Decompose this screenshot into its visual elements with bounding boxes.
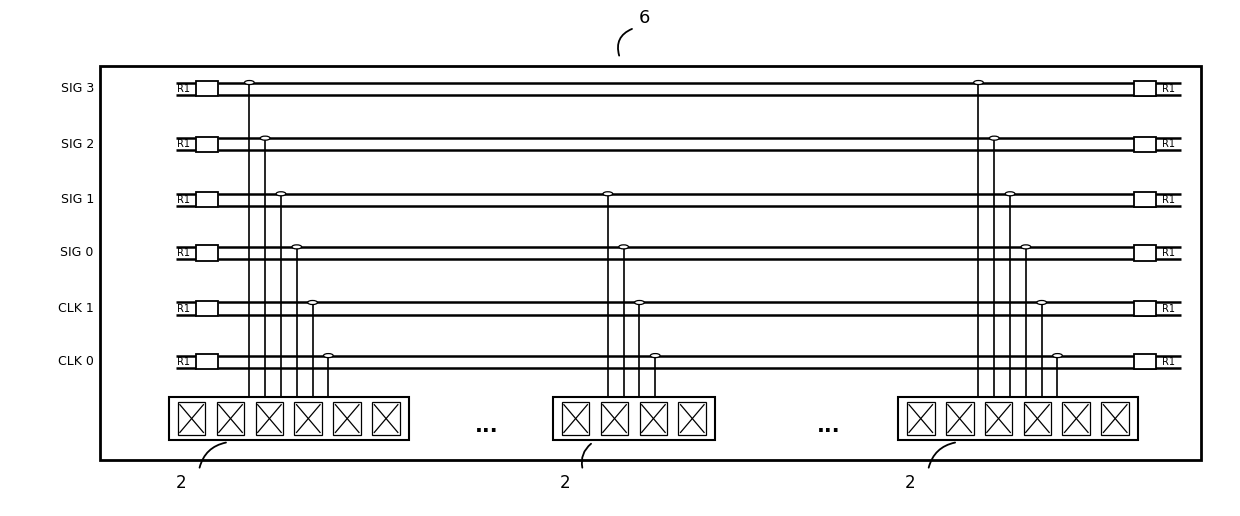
Text: R1: R1 [1162, 84, 1176, 93]
Bar [196, 246, 218, 261]
Circle shape [244, 80, 254, 85]
Bar [334, 402, 361, 435]
Text: R1: R1 [177, 357, 190, 367]
Text: R1: R1 [1162, 248, 1176, 258]
Text: R1: R1 [1162, 303, 1176, 314]
Bar [372, 402, 401, 435]
Bar [294, 402, 322, 435]
Text: 2: 2 [904, 474, 915, 492]
Bar [1135, 301, 1156, 316]
Circle shape [1037, 300, 1047, 304]
Text: SIG 0: SIG 0 [61, 247, 94, 260]
Bar [255, 402, 283, 435]
Bar [196, 354, 218, 369]
Circle shape [603, 192, 613, 196]
Bar [196, 81, 218, 96]
Text: R1: R1 [1162, 357, 1176, 367]
Bar [196, 192, 218, 207]
Circle shape [1021, 245, 1030, 249]
Text: ...: ... [475, 416, 498, 436]
Circle shape [619, 245, 629, 249]
Bar [1101, 402, 1130, 435]
Circle shape [990, 136, 999, 140]
Circle shape [973, 80, 983, 85]
Bar [100, 66, 1200, 460]
Bar [553, 397, 715, 440]
Bar [946, 402, 973, 435]
Text: 2: 2 [175, 474, 186, 492]
Bar [217, 402, 244, 435]
Bar [169, 397, 409, 440]
Circle shape [650, 353, 660, 358]
Text: SIG 3: SIG 3 [61, 82, 94, 95]
Circle shape [1006, 192, 1014, 196]
Bar [1135, 81, 1156, 96]
Text: CLK 1: CLK 1 [58, 302, 94, 315]
Bar [177, 402, 206, 435]
Text: R1: R1 [177, 248, 190, 258]
Text: 2: 2 [559, 474, 570, 492]
Bar [678, 402, 706, 435]
Text: R1: R1 [1162, 139, 1176, 149]
Text: SIG 1: SIG 1 [61, 194, 94, 206]
Circle shape [1053, 353, 1063, 358]
Text: 6: 6 [639, 9, 650, 27]
Text: SIG 2: SIG 2 [61, 138, 94, 151]
Text: R1: R1 [177, 139, 190, 149]
Text: R1: R1 [1162, 195, 1176, 205]
Text: R1: R1 [177, 195, 190, 205]
Bar [640, 402, 667, 435]
Bar [898, 397, 1138, 440]
Text: R1: R1 [177, 303, 190, 314]
Bar [196, 301, 218, 316]
Text: R1: R1 [177, 84, 190, 93]
Bar [1063, 402, 1090, 435]
Circle shape [260, 136, 270, 140]
Circle shape [324, 353, 334, 358]
Bar [906, 402, 935, 435]
Bar [600, 402, 629, 435]
Bar [1135, 192, 1156, 207]
Bar [1135, 246, 1156, 261]
Circle shape [291, 245, 301, 249]
Text: CLK 0: CLK 0 [58, 355, 94, 368]
Bar [196, 137, 218, 152]
Bar [985, 402, 1012, 435]
Bar [562, 402, 589, 435]
Bar [1023, 402, 1052, 435]
Circle shape [635, 300, 645, 304]
Circle shape [277, 192, 285, 196]
Bar [1135, 354, 1156, 369]
Bar [1135, 137, 1156, 152]
Text: ...: ... [817, 416, 841, 436]
Circle shape [308, 300, 317, 304]
